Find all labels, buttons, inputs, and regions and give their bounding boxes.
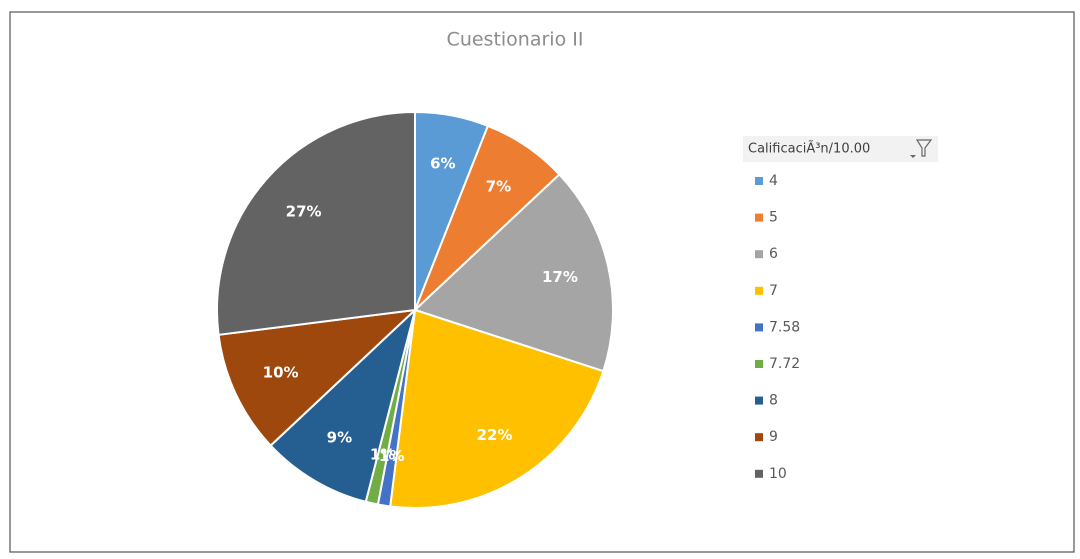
pie-slice [216, 110, 416, 336]
legend-label: 4 [769, 173, 778, 189]
pie-slice [389, 308, 605, 509]
data-label: 6% [430, 155, 455, 173]
legend-label: 6 [769, 246, 778, 262]
filter-funnel[interactable] [915, 139, 933, 157]
legend-swatch [755, 433, 763, 442]
data-label: 1% [370, 445, 395, 463]
legend-header [743, 136, 938, 162]
pie-slice [269, 306, 417, 503]
legend-label: 5 [769, 210, 778, 226]
filter-arrow[interactable] [910, 155, 916, 158]
legend-label: 7.58 [769, 319, 800, 335]
legend-swatch [755, 213, 763, 222]
filter-icon[interactable] [910, 139, 933, 158]
data-label: 7% [486, 178, 511, 196]
legend-swatch [755, 469, 763, 478]
legend-title: CalificaciÃ³n/10.00 [748, 141, 870, 157]
chart-title: Cuestionario II [447, 29, 584, 51]
legend-label: 7 [769, 283, 778, 299]
data-label: 22% [477, 426, 513, 444]
legend-swatch [755, 360, 763, 368]
data-label: 9% [327, 428, 352, 446]
legend-label: 10 [769, 466, 787, 482]
data-label: 1% [379, 447, 404, 465]
data-label: 27% [286, 202, 322, 220]
data-label: 10% [263, 364, 299, 382]
legend-label: 9 [769, 429, 778, 445]
pie-slice [217, 308, 418, 447]
legend-swatch [755, 323, 763, 332]
data-label: 17% [542, 268, 578, 286]
legend-swatch [755, 250, 763, 259]
legend-label: 7.72 [769, 356, 800, 372]
legend-label: 8 [769, 393, 778, 409]
legend-swatch [755, 396, 763, 405]
legend-swatch [755, 286, 763, 295]
legend-swatch [755, 177, 763, 185]
pie-slice [413, 173, 614, 373]
